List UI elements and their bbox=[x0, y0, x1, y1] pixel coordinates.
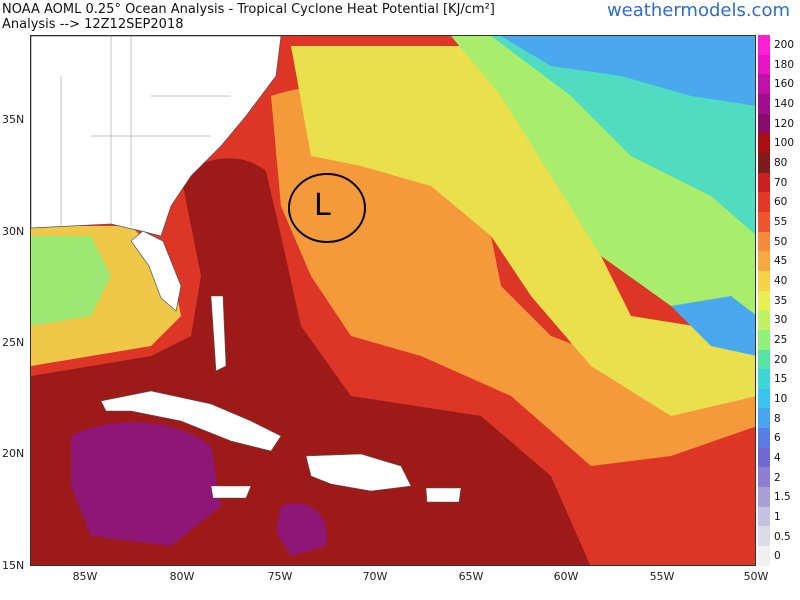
colorbar-swatch bbox=[758, 310, 770, 330]
colorbar-swatch bbox=[758, 35, 770, 55]
lat-label-30n: 30N bbox=[2, 225, 25, 238]
colorbar-swatch bbox=[758, 211, 770, 232]
colorbar-swatch bbox=[758, 526, 770, 547]
yellow-band bbox=[291, 46, 755, 416]
colorbar-label: 70 bbox=[774, 176, 788, 189]
analysis-time: Analysis --> 12Z12SEP2018 bbox=[2, 17, 184, 32]
colorbar-label: 60 bbox=[774, 196, 788, 209]
colorbar-swatch bbox=[758, 270, 770, 291]
colorbar-label: 1 bbox=[774, 510, 781, 523]
colorbar-swatch bbox=[758, 506, 770, 527]
hotspot-2 bbox=[276, 503, 327, 556]
lon-label-50w: 50W bbox=[743, 570, 769, 583]
lon-label-80w: 80W bbox=[169, 570, 195, 583]
colorbar-label: 120 bbox=[774, 117, 795, 130]
colorbar-swatch bbox=[758, 467, 770, 488]
colorbar-label: 4 bbox=[774, 451, 781, 464]
lat-label-15n: 15N bbox=[2, 559, 25, 572]
low-pressure-circle bbox=[288, 173, 366, 243]
colorbar-label: 10 bbox=[774, 392, 788, 405]
heat-potential-map: L bbox=[30, 35, 756, 566]
colorbar-label: 160 bbox=[774, 78, 795, 91]
colorbar-label: 80 bbox=[774, 156, 788, 169]
colorbar-swatch bbox=[758, 546, 770, 566]
puerto-rico bbox=[425, 487, 462, 503]
chart-title: NOAA AOML 0.25° Ocean Analysis - Tropica… bbox=[2, 2, 495, 17]
colorbar-label: 55 bbox=[774, 215, 788, 228]
cuba bbox=[100, 390, 282, 452]
blue-patch bbox=[671, 296, 755, 356]
lon-label-60w: 60W bbox=[553, 570, 579, 583]
bahamas-1 bbox=[210, 295, 227, 372]
colorbar-label: 20 bbox=[774, 353, 788, 366]
colorbar-swatch bbox=[758, 74, 770, 94]
colorbar-swatch bbox=[758, 349, 770, 370]
blue-band bbox=[501, 36, 755, 106]
colorbar-swatch bbox=[758, 93, 770, 114]
colorbar-label: 15 bbox=[774, 373, 788, 386]
colorbar-label: 0 bbox=[774, 550, 781, 563]
low-pressure-label: L bbox=[314, 188, 331, 223]
caribbean-hotspot bbox=[71, 422, 221, 546]
colorbar-label: 180 bbox=[774, 58, 795, 71]
colorbar-label: 140 bbox=[774, 97, 795, 110]
colorbar-swatch bbox=[758, 447, 770, 468]
colorbar-label: 35 bbox=[774, 294, 788, 307]
lat-label-35n: 35N bbox=[2, 113, 25, 126]
colorbar-swatch bbox=[758, 487, 770, 507]
colorbar-swatch bbox=[758, 428, 770, 448]
colorbar-swatch bbox=[758, 231, 770, 252]
colorbar-swatch bbox=[758, 388, 770, 409]
colorbar-swatch bbox=[758, 54, 770, 75]
colorbar-label: 2 bbox=[774, 471, 781, 484]
colorbar-swatch bbox=[758, 152, 770, 173]
colorbar-swatch bbox=[758, 113, 770, 134]
lon-label-55w: 55W bbox=[649, 570, 675, 583]
florida bbox=[130, 230, 182, 312]
hispaniola bbox=[305, 453, 412, 492]
colorbar-swatch bbox=[758, 172, 770, 193]
lat-label-25n: 25N bbox=[2, 336, 25, 349]
colorbar-label: 100 bbox=[774, 137, 795, 150]
jamaica bbox=[210, 485, 252, 499]
lon-label-85w: 85W bbox=[72, 570, 98, 583]
lon-label-70w: 70W bbox=[362, 570, 388, 583]
colorbar-label: 0.5 bbox=[774, 530, 791, 543]
colorbar-swatch bbox=[758, 251, 770, 271]
colorbar-swatch bbox=[758, 369, 770, 389]
colorbar-swatch bbox=[758, 192, 770, 212]
colorbar-swatch bbox=[758, 133, 770, 153]
colorbar-label: 30 bbox=[774, 314, 788, 327]
state-borders bbox=[60, 36, 231, 226]
lon-label-75w: 75W bbox=[267, 570, 293, 583]
colorbar-label: 200 bbox=[774, 38, 795, 51]
colorbar-label: 25 bbox=[774, 333, 788, 346]
colorbar-swatch bbox=[758, 290, 770, 311]
colorbar-label: 6 bbox=[774, 432, 781, 445]
lon-label-65w: 65W bbox=[458, 570, 484, 583]
colorbar-label: 50 bbox=[774, 235, 788, 248]
colorbar-label: 8 bbox=[774, 412, 781, 425]
colorbar bbox=[758, 35, 770, 566]
colorbar-swatch bbox=[758, 408, 770, 429]
colorbar-label: 40 bbox=[774, 274, 788, 287]
colorbar-label: 1.5 bbox=[774, 491, 791, 504]
colorbar-swatch bbox=[758, 329, 770, 350]
colorbar-label: 45 bbox=[774, 255, 788, 268]
map-canvas bbox=[31, 36, 755, 565]
lat-label-20n: 20N bbox=[2, 447, 25, 460]
brand-logo-text[interactable]: weathermodels.com bbox=[606, 0, 790, 21]
gulf-green bbox=[31, 236, 111, 326]
